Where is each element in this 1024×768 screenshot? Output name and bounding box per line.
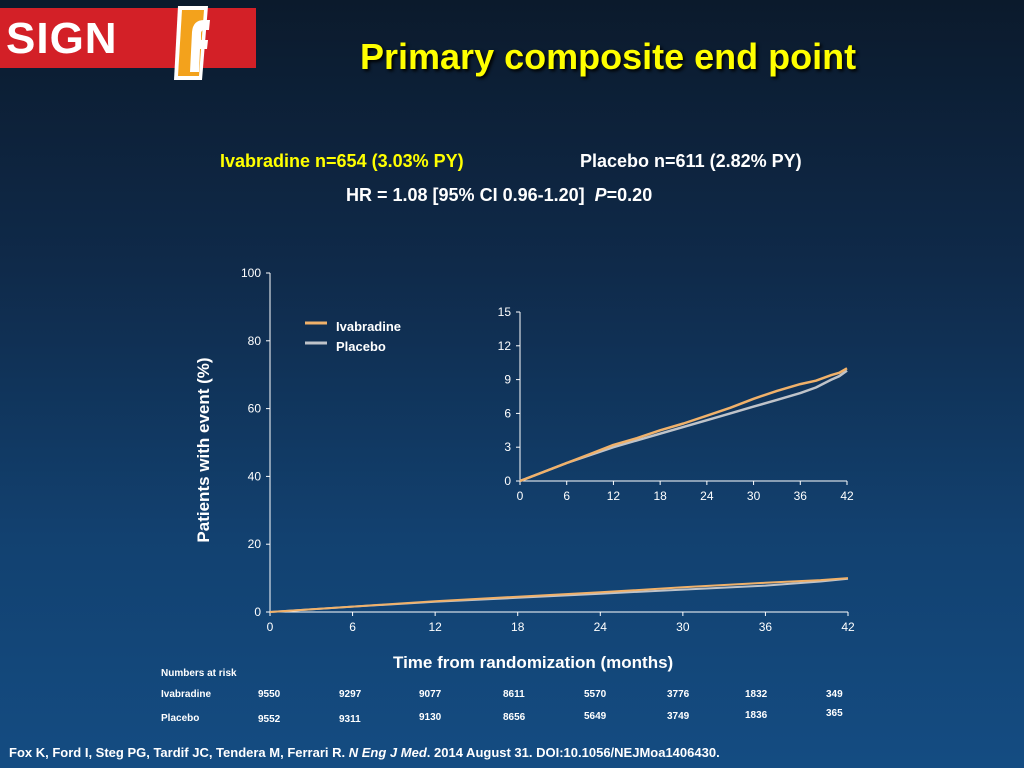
page-title: Primary composite end point xyxy=(360,36,857,77)
risk-cell: 5649 xyxy=(584,711,607,722)
inset-y-tick-label: 3 xyxy=(504,440,511,454)
x-axis-label: Time from randomization (months) xyxy=(393,653,674,672)
inset-y-tick-label: 12 xyxy=(498,339,512,353)
p-label: P xyxy=(594,185,607,205)
citation-authors: Fox K, Ford I, Steg PG, Tardif JC, Tende… xyxy=(9,745,346,760)
main-y-tick-label: 60 xyxy=(248,402,262,416)
signify-logo: SIGNY xyxy=(0,8,256,68)
risk-cell: 9077 xyxy=(419,689,442,700)
inset-series-ivabradine xyxy=(519,367,848,483)
inset-y-tick-label: 6 xyxy=(504,406,511,420)
inset-x-tick-label: 24 xyxy=(700,489,714,503)
inset-series-placebo xyxy=(519,369,848,483)
inset-x-tick-label: 0 xyxy=(517,489,524,503)
main-x-tick-label: 42 xyxy=(841,620,855,634)
risk-cell: 5570 xyxy=(584,689,607,700)
main-y-tick-label: 20 xyxy=(248,537,262,551)
inset-x-tick-label: 42 xyxy=(840,489,854,503)
risk-cell: 8656 xyxy=(503,712,526,723)
risk-cell: 8611 xyxy=(503,689,525,700)
hr-ci-text: HR = 1.08 [95% CI 0.96-1.20] xyxy=(346,185,585,205)
logo-text-left: SIGN xyxy=(6,14,118,63)
risk-cell: 349 xyxy=(826,689,843,700)
main-x-tick-label: 24 xyxy=(594,620,608,634)
main-y-tick-label: 80 xyxy=(248,334,262,348)
main-x-tick-label: 36 xyxy=(759,620,773,634)
citation-rest: . 2014 August 31. DOI:10.1056/NEJMoa1406… xyxy=(426,745,720,760)
risk-cell: 1832 xyxy=(745,689,768,700)
legend-label-ivabradine: Ivabradine xyxy=(336,319,401,334)
y-axis-label: Patients with event (%) xyxy=(194,357,213,543)
inset-x-tick-label: 36 xyxy=(794,489,808,503)
risk-cell: 1836 xyxy=(745,710,768,721)
citation-journal: N Eng J Med xyxy=(348,745,427,760)
risk-cell: 9552 xyxy=(258,714,281,725)
logo-ify-mark xyxy=(174,6,210,80)
inset-x-tick-label: 6 xyxy=(563,489,570,503)
inset-y-tick-label: 15 xyxy=(498,305,512,319)
risk-cell: 9311 xyxy=(339,714,361,725)
risk-cell: 3749 xyxy=(667,711,690,722)
main-x-tick-label: 0 xyxy=(267,620,274,634)
inset-y-tick-label: 0 xyxy=(504,474,511,488)
inset-x-tick-label: 18 xyxy=(653,489,667,503)
main-y-tick-label: 40 xyxy=(248,469,262,483)
p-value: =0.20 xyxy=(606,185,653,205)
inset-x-tick-label: 30 xyxy=(747,489,761,503)
main-x-tick-label: 12 xyxy=(428,620,442,634)
main-x-tick-label: 18 xyxy=(511,620,525,634)
main-x-tick-label: 30 xyxy=(676,620,690,634)
placebo-summary: Placebo n=611 (2.82% PY) xyxy=(580,151,802,171)
inset-x-tick-label: 12 xyxy=(607,489,621,503)
risk-row-label: Ivabradine xyxy=(161,689,212,700)
risk-cell: 365 xyxy=(826,708,843,719)
ivabradine-summary: Ivabradine n=654 (3.03% PY) xyxy=(220,151,464,171)
citation: Fox K, Ford I, Steg PG, Tardif JC, Tende… xyxy=(9,745,720,760)
legend-label-placebo: Placebo xyxy=(336,339,386,354)
inset-y-tick-label: 9 xyxy=(504,373,511,387)
hazard-ratio: HR = 1.08 [95% CI 0.96-1.20] P=0.20 xyxy=(346,185,652,206)
risk-cell: 9130 xyxy=(419,712,442,723)
main-x-tick-label: 6 xyxy=(349,620,356,634)
main-y-tick-label: 100 xyxy=(241,266,261,280)
risk-cell: 9550 xyxy=(258,689,281,700)
main-y-tick-label: 0 xyxy=(254,605,261,619)
risk-row-label: Placebo xyxy=(161,713,200,724)
main-series-ivabradine xyxy=(269,577,849,613)
risk-cell: 3776 xyxy=(667,689,690,700)
risk-table-title: Numbers at risk xyxy=(161,668,237,679)
risk-cell: 9297 xyxy=(339,689,362,700)
